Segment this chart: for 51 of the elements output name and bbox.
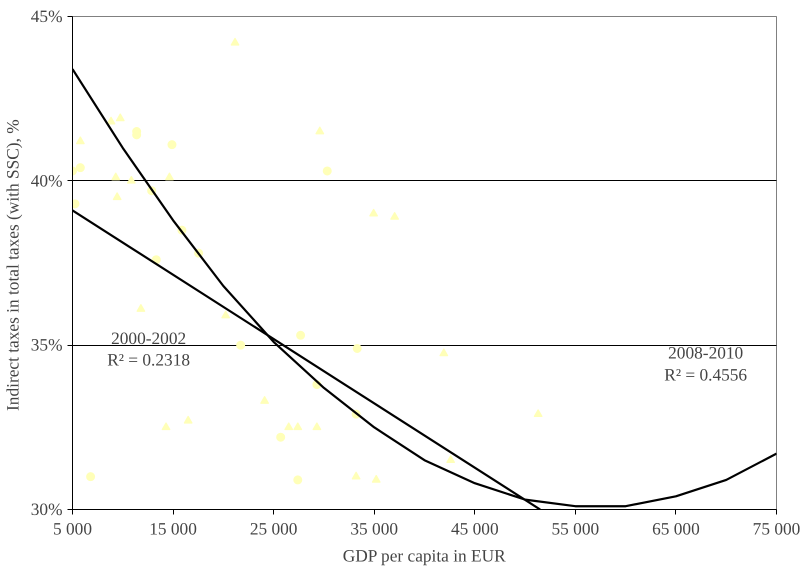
point — [352, 472, 361, 480]
annotation: R² = 0.4556 — [664, 365, 748, 384]
point — [369, 208, 378, 217]
point — [236, 340, 246, 350]
point — [293, 422, 302, 430]
x-tick-label: 15 000 — [149, 520, 197, 538]
annotation: 2000-2002 — [111, 329, 186, 348]
annotation: R² = 0.2318 — [107, 350, 190, 370]
point — [439, 348, 448, 356]
x-axis-title: GDP per capita in EUR — [342, 546, 506, 566]
y-tick-label: 30% — [30, 500, 63, 519]
x-tick-label: 35 000 — [350, 520, 398, 538]
point — [230, 38, 240, 46]
point — [76, 163, 85, 172]
x-tick-label: 25 000 — [250, 520, 298, 538]
y-tick-label: 45% — [30, 7, 63, 26]
point — [112, 192, 122, 200]
point — [76, 136, 85, 144]
annotation: 2008-2010 — [668, 344, 744, 363]
y-tick-label: 35% — [30, 336, 63, 355]
x-tick-label: 65 000 — [652, 520, 700, 538]
point — [296, 330, 306, 340]
point — [221, 310, 230, 318]
point — [446, 455, 456, 464]
point — [260, 396, 270, 404]
point — [390, 212, 400, 220]
x-tick-label: 55 000 — [552, 520, 600, 538]
point — [86, 472, 96, 482]
point — [312, 422, 322, 430]
point — [352, 344, 362, 353]
point — [372, 474, 381, 483]
y-tick-label: 40% — [30, 171, 63, 190]
y-axis-title: Indirect taxes in total taxes (with SSC), % — [4, 119, 23, 411]
point — [136, 304, 146, 312]
point — [276, 432, 286, 442]
x-tick-label: 45 000 — [450, 520, 499, 538]
point — [164, 172, 174, 180]
point — [116, 113, 125, 122]
point — [284, 422, 294, 430]
point — [184, 416, 193, 424]
point — [162, 422, 171, 430]
point — [126, 176, 136, 184]
point — [293, 475, 302, 484]
x-tick-label: 75 000 — [752, 520, 800, 538]
point — [315, 126, 324, 134]
point — [167, 140, 176, 150]
point — [534, 409, 543, 417]
point — [106, 116, 116, 124]
point — [322, 166, 332, 176]
point — [111, 172, 120, 180]
x-tick-label: 5 000 — [53, 520, 92, 538]
